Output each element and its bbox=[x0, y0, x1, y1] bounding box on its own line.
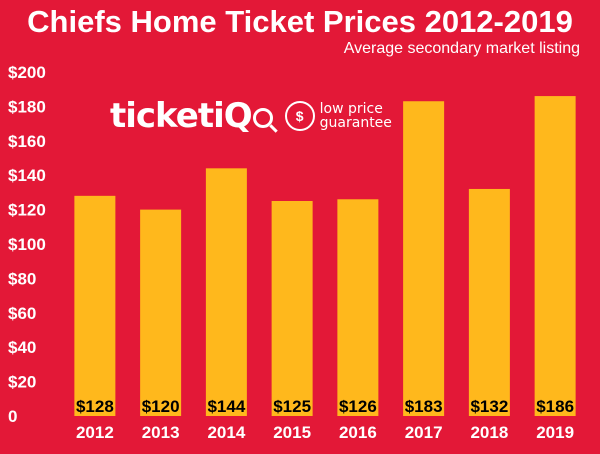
x-category-label: 2019 bbox=[536, 423, 574, 442]
chart-subtitle: Average secondary market listing bbox=[343, 40, 580, 57]
x-category-label: 2012 bbox=[76, 423, 114, 442]
x-category-label: 2015 bbox=[273, 423, 311, 442]
x-category-label: 2017 bbox=[405, 423, 443, 442]
bar-value-label: $120 bbox=[142, 397, 180, 416]
y-tick-label: $40 bbox=[8, 338, 36, 357]
x-category-label: 2013 bbox=[142, 423, 180, 442]
bar bbox=[74, 195, 116, 416]
bar bbox=[205, 168, 247, 416]
y-tick-label: $60 bbox=[8, 304, 36, 323]
bar bbox=[468, 188, 510, 416]
bar bbox=[140, 209, 182, 416]
bar-value-label: $183 bbox=[405, 397, 443, 416]
y-tick-label: $180 bbox=[8, 97, 46, 116]
y-tick-label: $120 bbox=[8, 201, 46, 220]
x-category-label: 2018 bbox=[470, 423, 508, 442]
y-tick-label: $140 bbox=[8, 166, 46, 185]
bar bbox=[534, 96, 576, 416]
bar bbox=[337, 199, 379, 416]
chart-title: Chiefs Home Ticket Prices 2012-2019 bbox=[27, 4, 573, 39]
ticketiq-logo: ticketiQ $ low price guarantee bbox=[110, 96, 392, 136]
bar-value-label: $144 bbox=[207, 397, 245, 416]
bar-value-label: $186 bbox=[536, 397, 574, 416]
bar bbox=[271, 201, 313, 416]
bar bbox=[403, 101, 445, 417]
x-category-label: 2014 bbox=[207, 423, 245, 442]
y-tick-label: $80 bbox=[8, 269, 36, 288]
y-tick-label: $100 bbox=[8, 235, 46, 254]
shield-dollar-icon: $ bbox=[284, 101, 315, 131]
x-category-label: 2016 bbox=[339, 423, 377, 442]
y-tick-label: $160 bbox=[8, 132, 46, 151]
bar-value-label: $128 bbox=[76, 397, 114, 416]
bar-value-label: $125 bbox=[273, 397, 311, 416]
low-price-guarantee: $ low price guarantee bbox=[284, 101, 392, 131]
bar-value-label: $132 bbox=[470, 397, 508, 416]
bar-value-label: $126 bbox=[339, 397, 377, 416]
y-tick-label: $20 bbox=[8, 373, 36, 392]
logo-wordmark: ticketiQ bbox=[110, 96, 253, 136]
y-tick-label: $200 bbox=[8, 63, 46, 82]
magnifier-icon bbox=[252, 108, 273, 128]
guarantee-text: low price guarantee bbox=[319, 101, 392, 131]
y-tick-label: 0 bbox=[8, 407, 17, 426]
